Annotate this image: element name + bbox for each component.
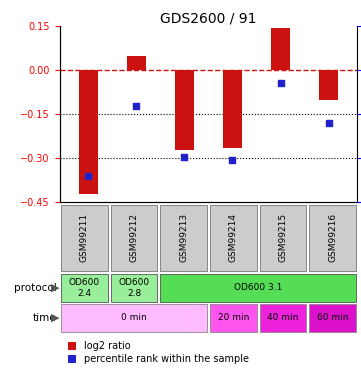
Bar (210, 204, 257, 271)
Bar (111, 274, 157, 302)
Text: GSM99212: GSM99212 (130, 213, 139, 262)
Legend: log2 ratio, percentile rank within the sample: log2 ratio, percentile rank within the s… (64, 338, 253, 368)
Bar (160, 274, 356, 302)
Text: OD600
2.8: OD600 2.8 (118, 278, 149, 297)
Text: OD600 3.1: OD600 3.1 (234, 283, 282, 292)
Text: GSM99211: GSM99211 (80, 213, 89, 262)
Text: ▶: ▶ (51, 283, 60, 293)
Bar (127, 56, 146, 70)
Point (230, 157, 235, 163)
Bar (271, 28, 290, 70)
Text: GSM99214: GSM99214 (229, 213, 238, 262)
Text: time: time (33, 313, 57, 323)
Text: 20 min: 20 min (218, 313, 249, 322)
Text: 0 min: 0 min (121, 313, 147, 322)
Point (326, 120, 331, 126)
Text: 60 min: 60 min (317, 313, 348, 322)
Point (134, 102, 139, 108)
Bar (223, 70, 242, 148)
Bar (160, 204, 207, 271)
Bar (111, 204, 157, 271)
Bar (260, 204, 306, 271)
Text: OD600
2.4: OD600 2.4 (69, 278, 100, 297)
Text: GSM99213: GSM99213 (179, 213, 188, 262)
Bar (175, 70, 194, 150)
Text: 40 min: 40 min (267, 313, 299, 322)
Point (278, 80, 283, 86)
Text: ▶: ▶ (51, 313, 60, 323)
Bar (61, 204, 108, 271)
Bar (79, 70, 98, 194)
Point (86, 173, 91, 179)
Text: GSM99215: GSM99215 (278, 213, 287, 262)
Text: protocol: protocol (14, 283, 57, 293)
Text: GSM99216: GSM99216 (328, 213, 337, 262)
Bar (309, 304, 356, 332)
Bar (260, 304, 306, 332)
Title: GDS2600 / 91: GDS2600 / 91 (160, 11, 257, 25)
Bar (61, 274, 108, 302)
Bar (61, 304, 207, 332)
Bar (319, 70, 338, 100)
Point (182, 154, 187, 160)
Bar (210, 304, 257, 332)
Bar (309, 204, 356, 271)
